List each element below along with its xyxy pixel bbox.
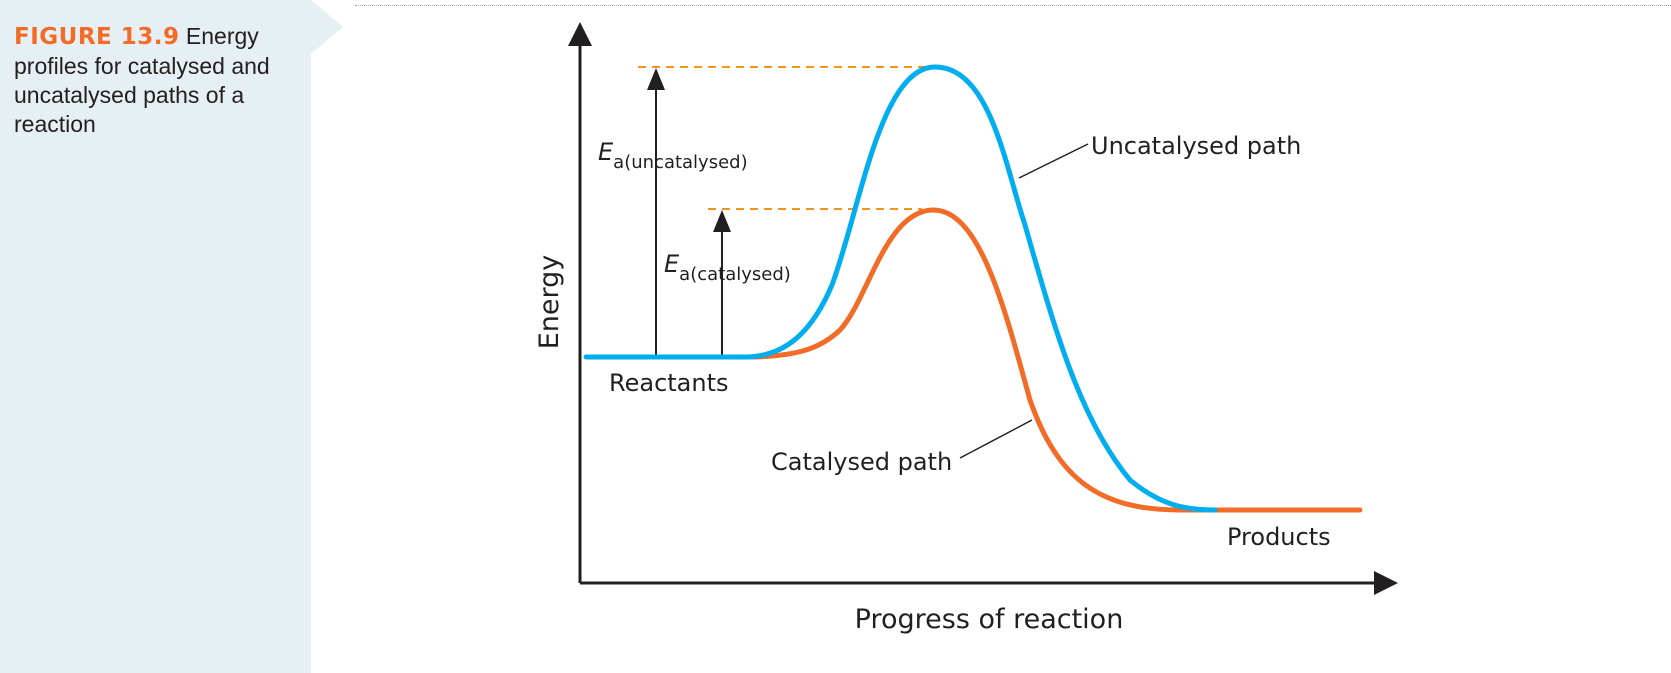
uncatalysed-path-curve <box>583 64 1218 513</box>
x-axis-arrow <box>1374 571 1398 595</box>
ea-uncatalysed-arrow-head <box>647 68 665 90</box>
top-dotted-rule <box>355 5 1671 6</box>
uncatalysed-leader-line <box>1018 143 1089 179</box>
ea-catalysed-label: Ea(catalysed) <box>664 250 791 285</box>
y-axis-title: Energy <box>534 255 565 350</box>
figure-caption-text: Energy profiles for catalysed and uncata… <box>14 23 270 137</box>
figure-caption: FIGURE 13.9 Energy profiles for catalyse… <box>14 22 299 139</box>
ea-catalysed-arrow-head <box>713 210 731 232</box>
caption-pointer <box>311 0 343 54</box>
products-label: Products <box>1227 523 1331 551</box>
y-axis-arrow <box>568 22 592 46</box>
ea-uncatalysed-label: Ea(uncatalysed) <box>598 138 748 173</box>
caption-panel <box>0 0 311 673</box>
reactants-label: Reactants <box>609 369 729 397</box>
x-axis-title: Progress of reaction <box>855 604 1124 635</box>
figure-number: FIGURE 13.9 <box>14 24 180 50</box>
catalysed-leader-line <box>959 419 1033 459</box>
catalysed-path-curve <box>742 207 1363 513</box>
catalysed-path-label: Catalysed path <box>771 448 952 476</box>
uncatalysed-path-label: Uncatalysed path <box>1091 132 1301 160</box>
